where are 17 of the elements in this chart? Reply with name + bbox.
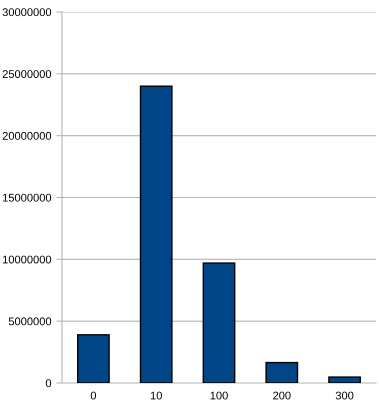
bar	[202, 262, 236, 383]
y-tick-label: 5000000	[8, 317, 52, 326]
y-tick-label: 0	[46, 379, 52, 388]
x-tick-label: 10	[150, 392, 162, 400]
x-tick-label: 100	[210, 392, 228, 400]
x-tick-label: 0	[90, 392, 96, 400]
y-tick-label: 15000000	[3, 194, 52, 202]
bar	[140, 86, 173, 383]
y-tick-label: 10000000	[3, 256, 52, 264]
bar	[328, 376, 361, 383]
y-tick-label: 25000000	[2, 70, 52, 78]
y-tick-label: 30000000	[2, 8, 52, 16]
x-tick-label: 300	[336, 392, 354, 400]
bar	[265, 362, 298, 383]
x-tick-label: 200	[273, 392, 291, 400]
bar	[77, 334, 110, 383]
y-tick-label: 20000000	[2, 132, 52, 140]
